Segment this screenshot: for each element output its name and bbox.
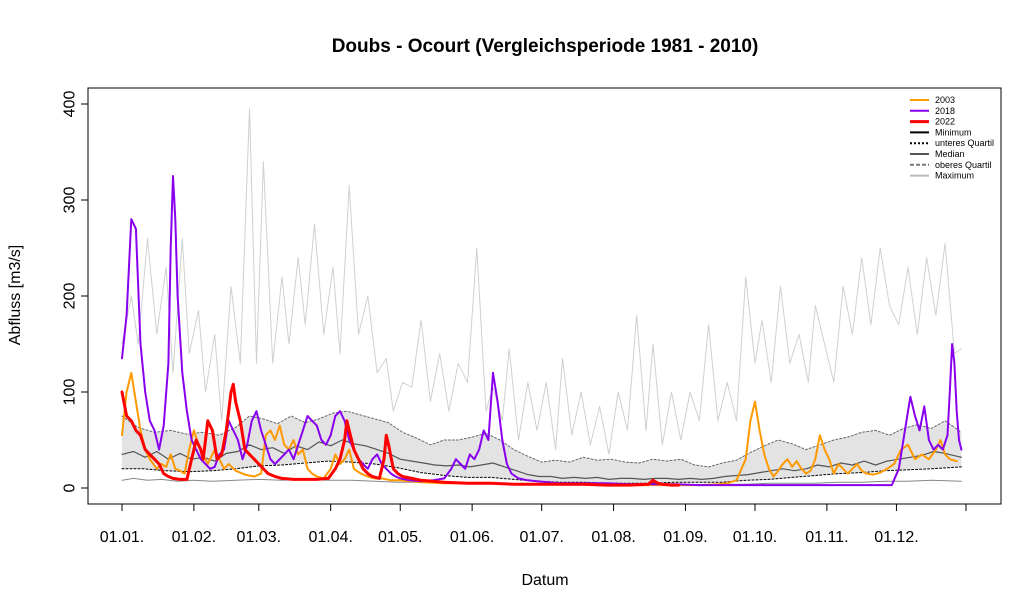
y-tick-label: 300: [62, 187, 79, 214]
x-tick-label: 01.06.: [450, 529, 494, 546]
x-tick-label: 01.02.: [172, 529, 216, 546]
x-tick-label: 01.09.: [663, 529, 707, 546]
x-tick-label: 01.01.: [100, 529, 144, 546]
series-median-line: [121, 439, 962, 480]
x-tick-label: 01.07.: [519, 529, 563, 546]
legend-label: Median: [935, 149, 965, 159]
legend-label: Minimum: [935, 127, 972, 137]
series-maximum-line: [121, 108, 962, 455]
legend-label: unteres Quartil: [935, 138, 994, 148]
y-tick-label: 100: [62, 379, 79, 406]
legend-label: Maximum: [935, 171, 974, 181]
legend-label: 2003: [935, 95, 955, 105]
y-tick-label: 200: [62, 283, 79, 310]
series-2018-line: [121, 175, 963, 487]
y-axis-label: Abfluss [m3/s]: [7, 245, 24, 345]
x-tick-label: 01.10.: [733, 529, 777, 546]
x-tick-label: 01.08.: [591, 529, 635, 546]
series-2022-line: [120, 382, 680, 487]
x-tick-label: 01.04.: [308, 529, 352, 546]
x-tick-label: 01.11.: [805, 529, 848, 546]
x-axis-label: Datum: [521, 572, 568, 589]
plot-frame: [87, 87, 1002, 505]
y-tick-label: 400: [62, 91, 79, 118]
x-tick-label: 01.03.: [237, 529, 281, 546]
axes: 0 100 200 300 400 01.01. 01.02. 01.03. 01.04. 01.…: [62, 91, 967, 546]
legend-label: oberes Quartil: [935, 160, 992, 170]
y-tick-label: 0: [62, 483, 79, 492]
x-tick-label: 01.05.: [378, 529, 422, 546]
x-tick-label: 01.12.: [874, 529, 918, 546]
legend-label: 2022: [935, 117, 955, 127]
legend-label: 2018: [935, 106, 955, 116]
chart-title: Doubs - Ocourt (Vergleichsperiode 1981 -…: [332, 36, 759, 57]
plot-area: [120, 108, 963, 487]
